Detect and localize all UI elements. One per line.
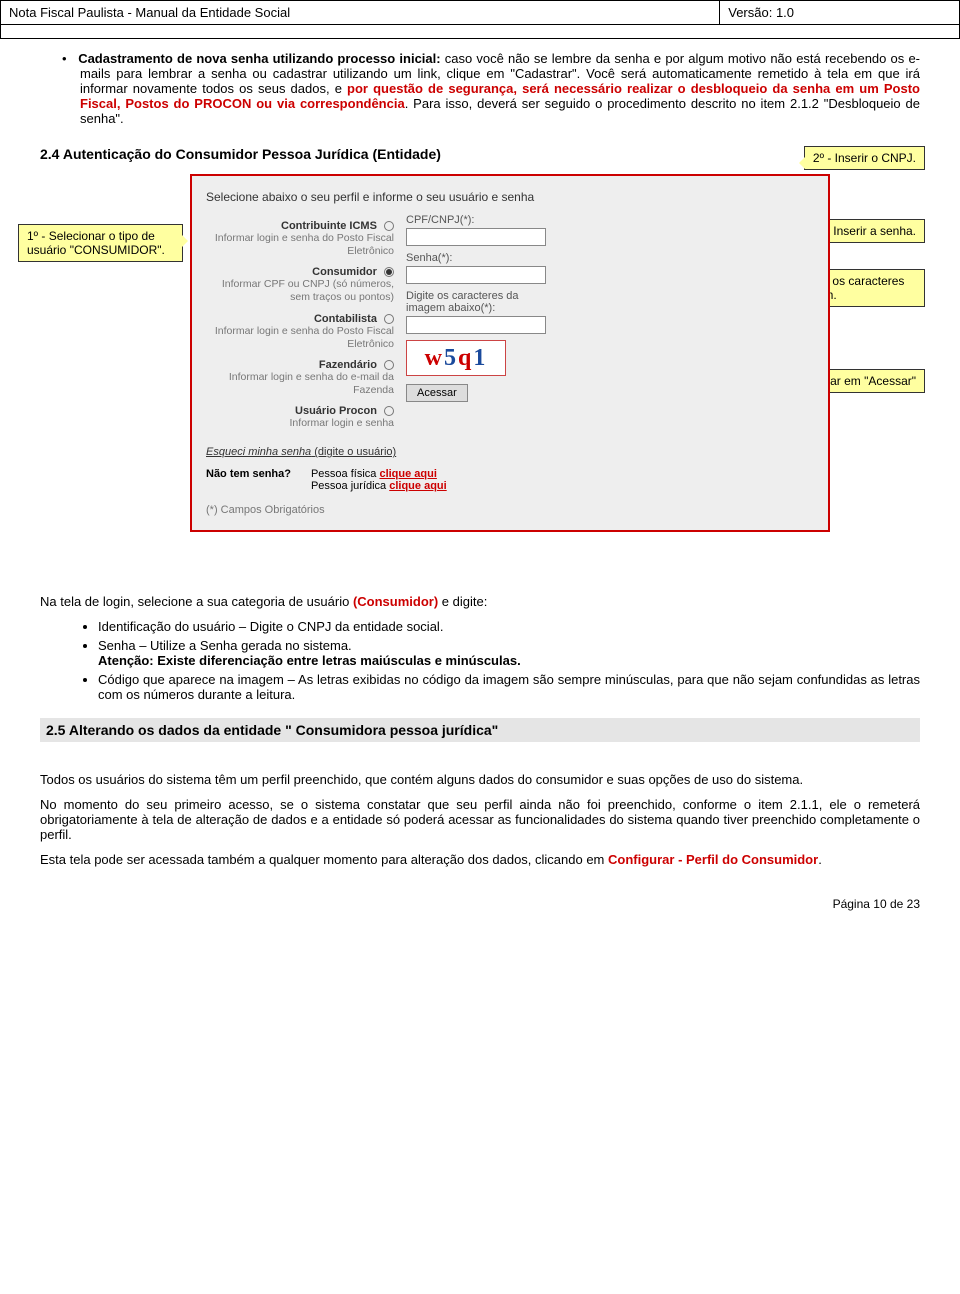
profile-contabilista-desc: Informar login e senha do Posto Fiscal E… [206, 325, 394, 351]
required-note: (*) Campos Obrigatórios [206, 504, 814, 516]
signup-pj-text: Pessoa jurídica [311, 480, 389, 492]
radio-contabilista[interactable] [384, 314, 394, 324]
bullet-paragraph-1: • Cadastramento de nova senha utilizando… [80, 51, 920, 126]
list-item: Identificação do usuário – Digite o CNPJ… [98, 619, 920, 634]
profile-fazendario-desc: Informar login e senha do e-mail da Faze… [206, 371, 394, 397]
profile-icms-label: Contribuinte ICMS [281, 220, 377, 232]
login-instructions-para: Na tela de login, selecione a sua catego… [40, 594, 920, 609]
radio-consumidor[interactable] [384, 267, 394, 277]
para-5: Esta tela pode ser acessada também a qua… [40, 852, 920, 867]
header-version: Versão: 1.0 [720, 1, 960, 25]
callout-2: 2º - Inserir o CNPJ. [804, 146, 925, 170]
radio-fazendario[interactable] [384, 360, 394, 370]
signup-label: Não tem senha? [206, 468, 291, 480]
cpf-input[interactable] [406, 228, 546, 246]
login-figure: 1º - Selecionar o tipo de usuário "CONSU… [40, 174, 920, 564]
para-3: Todos os usuários do sistema têm um perf… [40, 772, 920, 787]
captcha-input[interactable] [406, 316, 546, 334]
login-box: Selecione abaixo o seu perfil e informe … [190, 174, 830, 532]
header-blank [1, 25, 960, 39]
signup-pf-link[interactable]: clique aqui [379, 468, 436, 480]
profile-fazendario-label: Fazendário [319, 359, 377, 371]
para1-lead: Cadastramento de nova senha utilizando p… [78, 51, 440, 66]
header-table: Nota Fiscal Paulista - Manual da Entidad… [0, 0, 960, 39]
signup-pj-link[interactable]: clique aqui [389, 480, 446, 492]
fields-column: CPF/CNPJ(*): Senha(*): Digite os caracte… [406, 214, 546, 432]
acessar-button[interactable]: Acessar [406, 384, 468, 402]
signup-row: Não tem senha? Pessoa física clique aqui… [206, 468, 814, 492]
radio-icms[interactable] [384, 221, 394, 231]
section-2-5-heading: 2.5 Alterando os dados da entidade " Con… [40, 718, 920, 742]
captcha-image: w5q1 [406, 340, 506, 376]
section-2-4-heading: 2.4 Autenticação do Consumidor Pessoa Ju… [40, 146, 920, 162]
label-captcha: Digite os caracteres da imagem abaixo(*)… [406, 290, 546, 314]
senha-input[interactable] [406, 266, 546, 284]
list-item: Senha – Utilize a Senha gerada no sistem… [98, 638, 920, 668]
signup-pf-text: Pessoa física [311, 468, 379, 480]
login-steps-list: Identificação do usuário – Digite o CNPJ… [98, 619, 920, 702]
header-title: Nota Fiscal Paulista - Manual da Entidad… [1, 1, 720, 25]
profile-consumidor-desc: Informar CPF ou CNPJ (só números, sem tr… [206, 278, 394, 304]
profile-consumidor-label: Consumidor [312, 266, 377, 278]
callout-1: 1º - Selecionar o tipo de usuário "CONSU… [18, 224, 183, 262]
label-senha: Senha(*): [406, 252, 546, 264]
profile-column: Contribuinte ICMS Informar login e senha… [206, 214, 406, 432]
radio-procon[interactable] [384, 406, 394, 416]
profile-procon-label: Usuário Procon [295, 405, 377, 417]
login-instruction: Selecione abaixo o seu perfil e informe … [206, 190, 814, 204]
forgot-password-link[interactable]: Esqueci minha senha (digite o usuário) [206, 446, 814, 458]
label-cpf: CPF/CNPJ(*): [406, 214, 546, 226]
page-footer: Página 10 de 23 [0, 877, 960, 931]
profile-contabilista-label: Contabilista [314, 313, 377, 325]
para-4: No momento do seu primeiro acesso, se o … [40, 797, 920, 842]
list-item: Código que aparece na imagem – As letras… [98, 672, 920, 702]
profile-procon-desc: Informar login e senha [206, 417, 394, 430]
profile-icms-desc: Informar login e senha do Posto Fiscal E… [206, 232, 394, 258]
